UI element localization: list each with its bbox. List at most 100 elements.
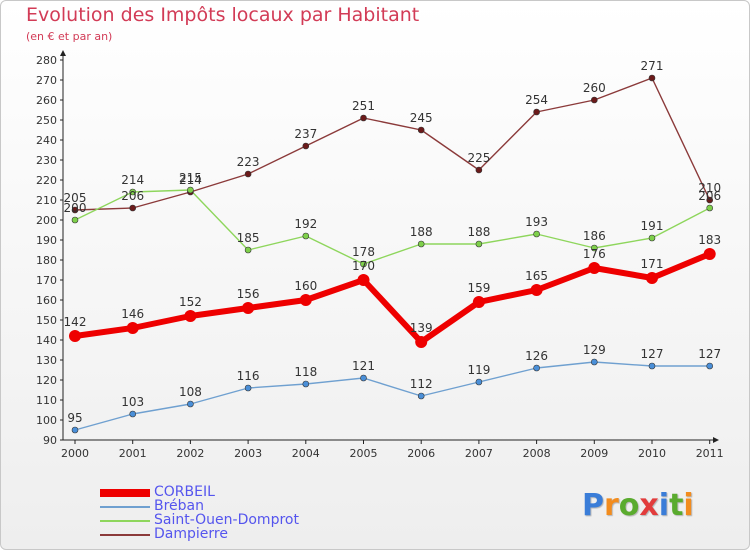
y-tick-label: 200: [36, 214, 57, 227]
data-point: [646, 272, 658, 284]
data-label: 225: [467, 151, 490, 165]
y-tick-label: 140: [36, 334, 57, 347]
data-point: [302, 232, 310, 240]
data-point: [244, 246, 252, 254]
y-tick-label: 150: [36, 314, 57, 327]
data-label: 192: [294, 217, 317, 231]
data-point: [415, 336, 428, 348]
data-point: [242, 302, 255, 314]
y-tick-label: 260: [36, 94, 57, 107]
data-point: [533, 230, 540, 238]
data-label: 116: [237, 369, 260, 383]
data-label: 215: [179, 171, 202, 185]
data-label: 160: [294, 279, 317, 293]
legend-swatch: [100, 534, 150, 536]
data-label: 159: [467, 281, 490, 295]
data-point: [360, 260, 367, 268]
data-point: [472, 296, 485, 308]
y-tick-label: 120: [36, 374, 57, 387]
data-point: [417, 240, 425, 248]
data-label: 214: [121, 173, 144, 187]
data-point: [706, 362, 714, 370]
data-label: 142: [64, 315, 87, 329]
data-labels: 205 206 214 223 237 251 245 225 254 260 271 210 200 2…: [64, 59, 722, 425]
x-tick-label: 2006: [407, 447, 435, 460]
y-tick-label: 280: [36, 54, 57, 67]
data-label: 188: [467, 225, 490, 239]
y-tick-label: 170: [36, 274, 57, 287]
data-point: [533, 364, 540, 372]
data-point: [302, 380, 310, 388]
data-point: [129, 410, 136, 418]
data-label: 254: [525, 93, 548, 107]
y-tick-label: 230: [36, 154, 57, 167]
x-tick-label: 2007: [465, 447, 493, 460]
data-point: [187, 400, 194, 408]
data-point: [129, 204, 136, 212]
data-point: [71, 216, 79, 224]
y-tick-label: 160: [36, 294, 57, 307]
x-tick-label: 2000: [61, 447, 89, 460]
legend-label: Dampierre: [154, 526, 228, 542]
data-label: 223: [237, 155, 260, 169]
x-axis-arrow: [713, 437, 719, 443]
data-label: 121: [352, 359, 375, 373]
legend-swatch: [100, 489, 150, 497]
data-label: 127: [698, 347, 721, 361]
legend-swatch: [100, 506, 150, 508]
data-label: 165: [525, 269, 548, 283]
data-label: 118: [294, 365, 317, 379]
data-label: 245: [410, 111, 433, 125]
data-label: 127: [641, 347, 664, 361]
data-label: 95: [67, 411, 82, 425]
data-label: 126: [525, 349, 548, 363]
data-label: 214: [179, 173, 202, 187]
data-label: 178: [352, 245, 375, 259]
data-point: [126, 322, 139, 334]
data-point: [129, 188, 136, 196]
y-tick-label: 180: [36, 254, 57, 267]
data-point: [360, 374, 367, 382]
legend-label: Bréban: [154, 498, 205, 514]
data-point: [590, 358, 598, 366]
y-tick-label: 190: [36, 234, 57, 247]
data-point: [417, 392, 425, 400]
x-tick-label: 2005: [350, 447, 378, 460]
y-tick-label: 110: [36, 394, 57, 407]
data-label: 186: [583, 229, 606, 243]
data-point: [475, 240, 483, 248]
chart-title: Evolution des Impôts locaux par Habitant: [26, 4, 420, 26]
data-point: [530, 284, 543, 296]
data-point: [703, 248, 716, 260]
data-point: [299, 294, 312, 306]
x-tick-label: 2003: [234, 447, 262, 460]
x-tick-label: 2010: [638, 447, 666, 460]
data-label: 129: [583, 343, 606, 357]
data-label: 200: [64, 201, 87, 215]
data-point: [706, 204, 714, 212]
data-label: 119: [467, 363, 490, 377]
data-point: [648, 362, 656, 370]
y-tick-label: 210: [36, 194, 57, 207]
data-point: [590, 96, 598, 104]
data-label: 146: [121, 307, 144, 321]
series-line-3: [74, 77, 711, 211]
y-tick-label: 250: [36, 114, 57, 127]
data-label: 183: [698, 233, 721, 247]
data-point: [184, 310, 197, 322]
data-point: [475, 378, 483, 386]
data-point: [187, 186, 194, 194]
x-tick-label: 2011: [696, 447, 724, 460]
data-point: [360, 114, 367, 122]
y-tick-label: 270: [36, 74, 57, 87]
y-tick-label: 220: [36, 174, 57, 187]
data-point: [357, 274, 370, 286]
chart-axes: 90 100 110 120 130 140 150 160 170 180 190 200 210 22…: [36, 50, 724, 460]
data-point: [533, 108, 540, 116]
data-point: [302, 142, 310, 150]
data-label: 206: [698, 189, 721, 203]
series-line-2: [74, 189, 711, 265]
series-line-1: [74, 361, 711, 431]
data-point: [244, 170, 252, 178]
